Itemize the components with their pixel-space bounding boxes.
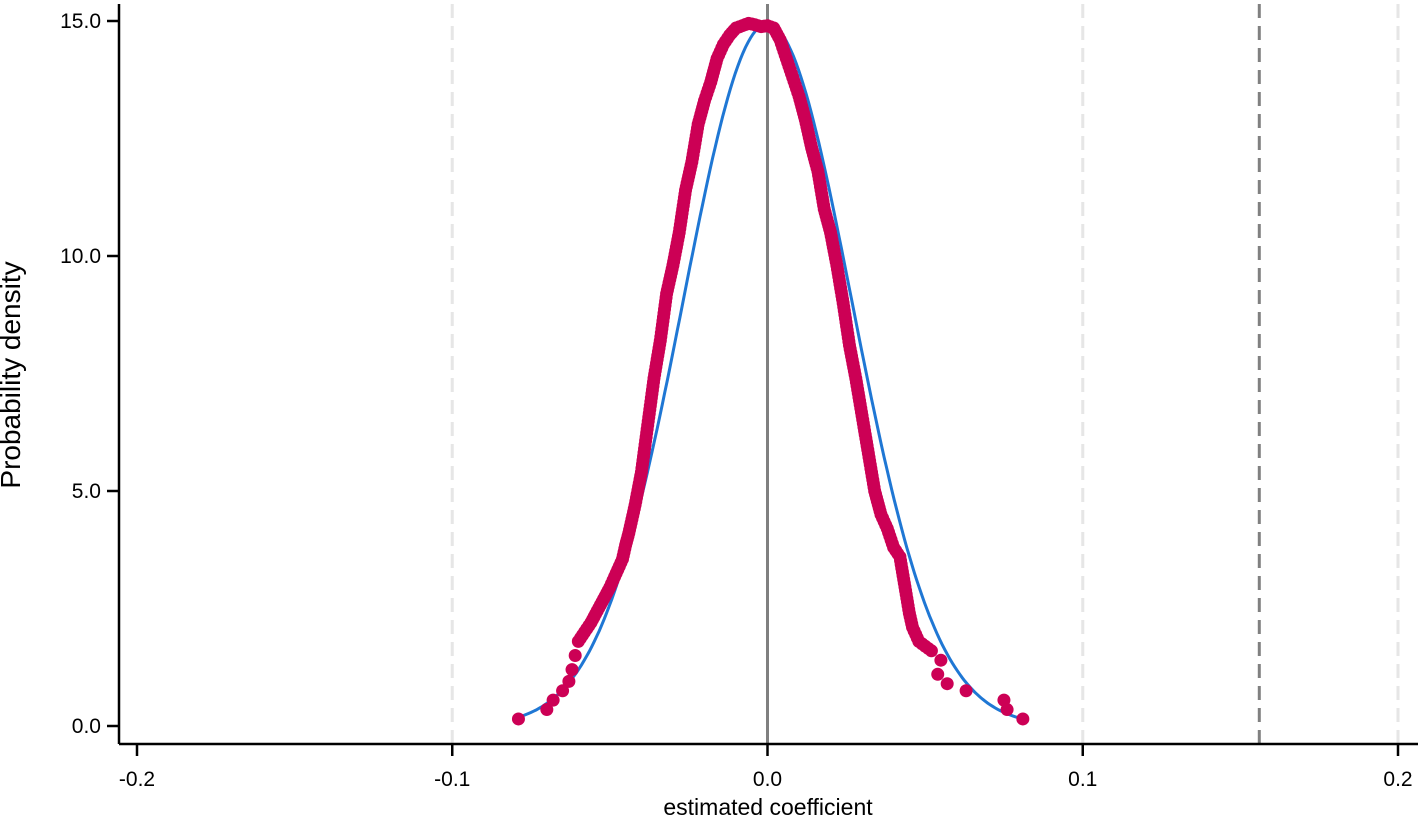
data-point — [568, 649, 582, 662]
y-tick-labels: 0.0 5.0 10.0 15.0 — [60, 10, 119, 738]
data-point — [511, 712, 525, 726]
data-point-fill — [921, 641, 935, 655]
x-tick-label: 0.2 — [1383, 768, 1412, 791]
x-tick-labels: -0.2 -0.1 0.0 0.1 0.2 — [119, 744, 1413, 791]
data-point — [540, 703, 554, 717]
data-point — [1016, 712, 1030, 726]
y-tick-label: 10.0 — [60, 245, 101, 268]
y-tick-label: 0.0 — [72, 715, 101, 738]
data-point — [546, 693, 560, 707]
data-point — [940, 677, 954, 691]
x-tick-label: -0.2 — [119, 768, 155, 791]
data-point — [556, 684, 570, 698]
data-point — [565, 663, 579, 677]
x-axis-title: estimated coefficient — [663, 794, 873, 820]
x-tick-label: -0.1 — [434, 768, 470, 791]
y-tick-label: 5.0 — [72, 480, 101, 503]
data-point — [931, 667, 945, 681]
x-tick-label: 0.1 — [1068, 768, 1097, 791]
grid-lines — [450, 4, 1400, 744]
x-tick-label: 0.0 — [753, 768, 782, 791]
data-point — [959, 684, 973, 698]
data-point — [934, 653, 948, 667]
y-tick-label: 15.0 — [60, 10, 101, 33]
reference-lines — [766, 4, 1261, 744]
data-point — [1000, 703, 1014, 717]
data-point — [562, 674, 576, 688]
data-points — [511, 16, 1030, 726]
y-axis-title: Probability density — [0, 261, 26, 488]
